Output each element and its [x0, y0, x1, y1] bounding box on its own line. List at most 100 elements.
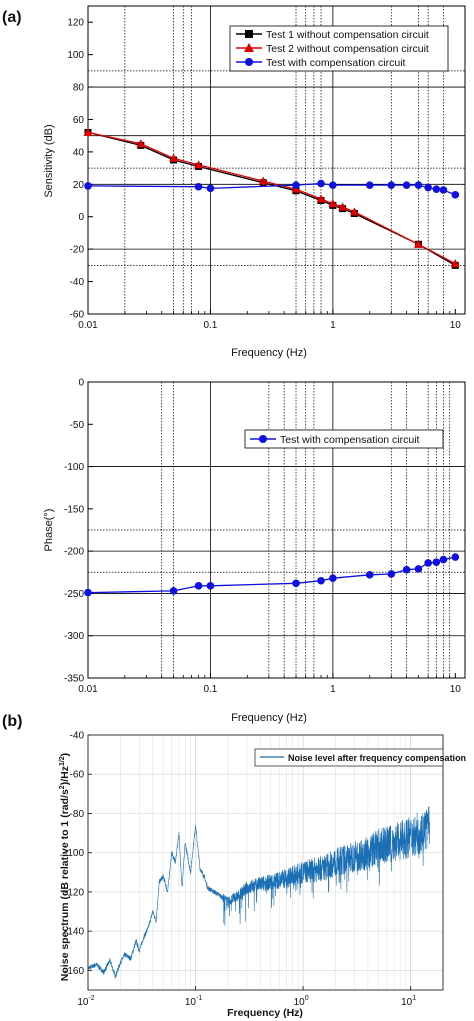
y-tick-label: -160: [64, 966, 84, 977]
legend-test-comp: Test with compensation circuit: [266, 57, 406, 69]
plot-frame: [87, 381, 466, 679]
data-point: [450, 259, 460, 268]
x-tick-label: 10: [450, 684, 462, 695]
x-tick-exponent: 1: [412, 995, 416, 1002]
sensitivity-legend: Test 1 without compensation circuit Test…: [229, 25, 449, 72]
x-tick-label: 0.01: [78, 320, 98, 331]
data-point: [84, 182, 92, 190]
y-tick-label: 0: [78, 378, 84, 389]
y-tick-label: -60: [70, 310, 85, 321]
data-point: [451, 191, 460, 199]
y-tick-label: -60: [70, 770, 85, 781]
phase-axes: -350 -300 -250 -200 -150 -100 -50 0 0.01 0.1 1 10: [64, 378, 466, 695]
data-point: [258, 176, 268, 185]
y-tick-label: -100: [64, 462, 84, 473]
x-tick-exponent: 0: [305, 995, 309, 1002]
data-point: [194, 582, 203, 590]
y-tick-label: 80: [73, 83, 85, 94]
y-tick-label: -80: [70, 809, 85, 820]
data-point: [317, 179, 325, 188]
phase-chart: -350 -300 -250 -200 -150 -100 -50 0 0.01 0.1 1 10 T…: [43, 378, 466, 724]
phase-series: [84, 553, 460, 597]
y-tick-label: 20: [73, 180, 85, 191]
phase-ylabel: Phase(°): [43, 509, 55, 552]
legend-test2: Test 2 without compensation circuit: [266, 43, 429, 55]
data-point: [206, 184, 215, 193]
x-tick-label: 10-1: [185, 995, 202, 1008]
y-tick-label: -350: [64, 674, 84, 685]
plot-frame: [87, 734, 444, 991]
data-point: [329, 181, 337, 189]
data-point: [413, 239, 423, 248]
x-tick-exponent: -1: [196, 995, 202, 1002]
noise-xlabel: Frequency (Hz): [227, 1007, 303, 1019]
noise-legend-box: [254, 748, 444, 767]
panel-label-b: (b): [2, 713, 22, 730]
x-tick-label: 10: [450, 320, 462, 331]
data-point: [329, 574, 337, 583]
phase-legend-box: [244, 429, 444, 449]
series-line: [87, 131, 456, 266]
noise-ylabel-sup1: 2: [59, 785, 66, 789]
x-tick-label: 10-2: [77, 995, 94, 1008]
y-tick-label: -120: [64, 887, 84, 898]
data-point: [194, 182, 203, 191]
data-point: [451, 553, 460, 561]
y-tick-label: -100: [64, 848, 84, 859]
sensitivity-xlabel: Frequency (Hz): [231, 347, 307, 359]
y-tick-label: -40: [70, 277, 85, 288]
noise-ylabel-end: ): [59, 753, 71, 757]
data-point: [414, 565, 423, 573]
noise-legend-label: Noise level after frequency compensation: [288, 753, 466, 763]
noise-ylabel-main: Noise spectrum (dB relative to 1 (rad/s: [59, 789, 71, 981]
data-point: [402, 565, 411, 574]
noise-ylabel-mid: )/Hz: [59, 766, 71, 785]
x-tick-exponent: -2: [88, 995, 94, 1002]
plot-background: [88, 735, 443, 990]
series-line: [87, 556, 456, 594]
x-tick-label: 1: [330, 320, 336, 331]
data-point: [349, 207, 359, 216]
x-tick-label: 1: [330, 684, 336, 695]
series-line: [87, 131, 456, 265]
data-point: [365, 571, 374, 579]
sensitivity-chart: -60 -40 -20 0 20 40 60 80 100 120 0.01 0.1 1 10 Test …: [43, 5, 466, 359]
data-point: [432, 558, 441, 566]
panel-label-a: (a): [2, 9, 22, 26]
data-point: [84, 588, 92, 597]
series-0: [84, 128, 459, 269]
data-point: [194, 160, 204, 169]
data-point: [206, 582, 215, 590]
data-point: [365, 181, 374, 189]
x-tick-label: 0.01: [78, 684, 98, 695]
legend-test1: Test 1 without compensation circuit: [266, 29, 429, 41]
data-point: [169, 153, 179, 162]
data-point: [439, 186, 448, 194]
y-tick-label: -140: [64, 927, 84, 938]
x-tick-label: 0.1: [203, 684, 217, 695]
data-point: [338, 202, 348, 211]
sensitivity-ylabel: Sensitivity (dB): [43, 124, 55, 197]
y-tick-label: -200: [64, 547, 84, 558]
y-tick-label: -250: [64, 589, 84, 600]
x-tick-label: 0.1: [203, 320, 217, 331]
data-point: [424, 183, 432, 192]
y-tick-label: 40: [73, 147, 85, 158]
data-point: [169, 587, 178, 595]
y-tick-label: 120: [67, 18, 84, 29]
data-point: [292, 181, 300, 189]
y-tick-label: -300: [64, 631, 84, 642]
data-point: [387, 570, 396, 578]
y-tick-label: -40: [70, 731, 85, 742]
sensitivity-series: [83, 127, 460, 269]
data-point: [432, 185, 441, 193]
data-point: [402, 181, 411, 189]
data-point: [317, 576, 325, 585]
y-tick-label: 0: [78, 212, 84, 223]
phase-grid: [88, 382, 465, 678]
data-point: [424, 559, 432, 567]
y-tick-label: 60: [73, 115, 85, 126]
x-tick-label: 101: [401, 995, 416, 1008]
phase-legend: Test with compensation circuit: [244, 429, 444, 449]
